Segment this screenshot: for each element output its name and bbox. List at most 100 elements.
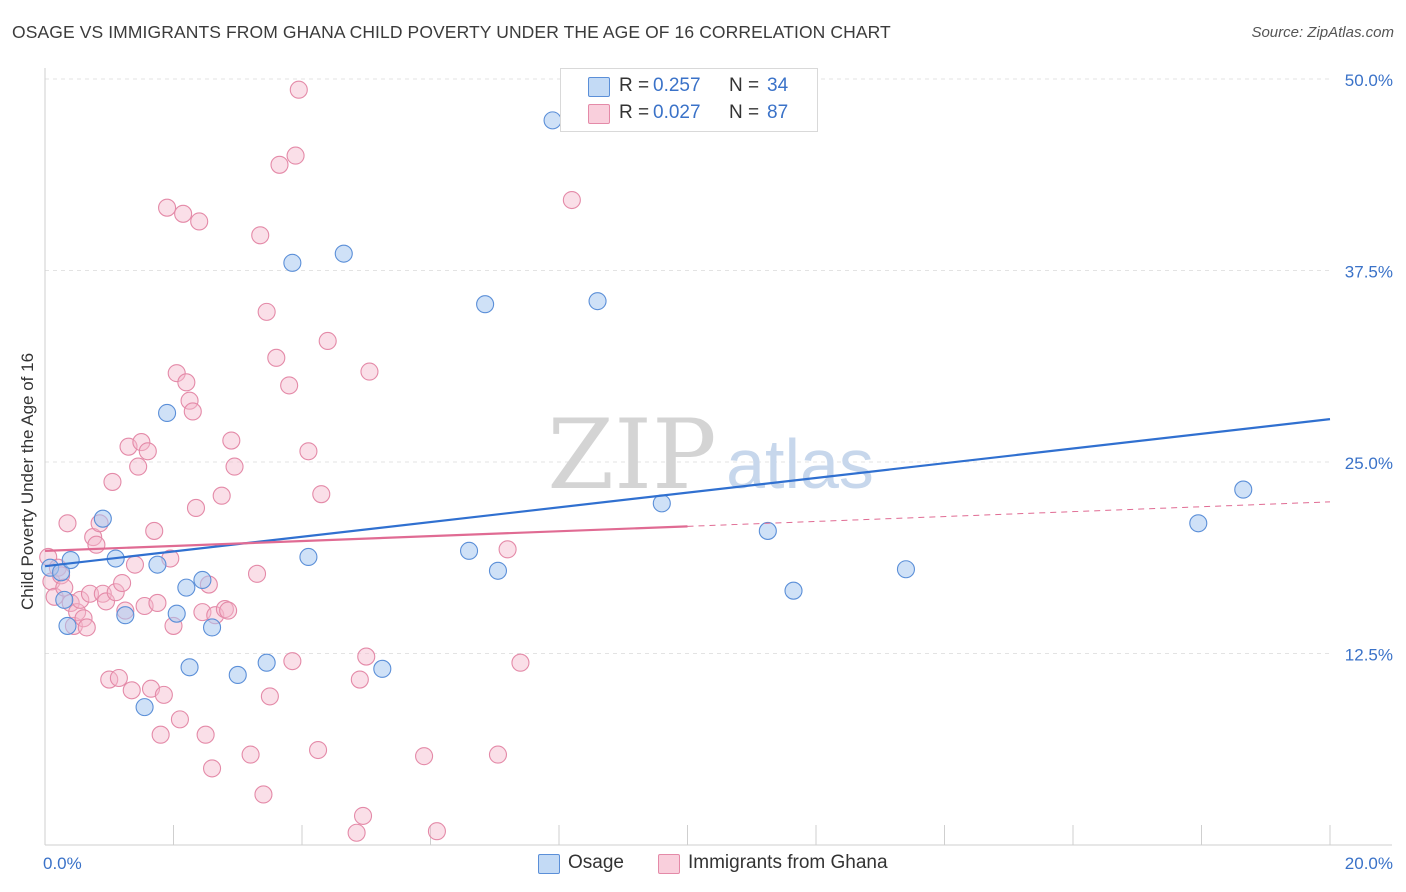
ghana-point	[511, 653, 530, 672]
ghana-point	[488, 745, 508, 764]
osage-point	[488, 561, 508, 580]
y-tick-label: 50.0%	[1345, 71, 1393, 90]
y-tick-label: 25.0%	[1345, 454, 1393, 473]
ghana-point	[148, 593, 167, 612]
osage-point	[177, 578, 196, 597]
legend-row-osage: R = 0.257 N = 34	[561, 75, 817, 99]
osage-point	[543, 111, 562, 130]
osage-point	[283, 253, 302, 272]
ghana-point	[154, 685, 173, 704]
trend-lines	[44, 418, 1331, 568]
ghana-point	[103, 472, 122, 491]
ghana-point	[109, 668, 128, 688]
ghana-point	[100, 670, 119, 689]
legend-r-label: R =	[619, 75, 650, 96]
ghana-point	[427, 822, 446, 841]
source-credit: Source: ZipAtlas.com	[1251, 24, 1394, 41]
legend-swatch-osage	[538, 854, 560, 874]
ghana-point	[212, 486, 231, 505]
ghana-point	[254, 785, 273, 804]
osage-point	[55, 590, 74, 609]
osage-point	[784, 581, 803, 600]
osage-point	[58, 616, 77, 635]
ghana-point	[283, 652, 302, 671]
legend-row-ghana: R = 0.027 N = 87	[561, 102, 817, 126]
osage-point	[193, 570, 212, 590]
osage-point	[476, 295, 495, 314]
ghana-point	[158, 198, 177, 217]
grid-lines	[45, 78, 1330, 654]
legend-r-label: R =	[619, 102, 650, 123]
ghana-trend-line	[44, 525, 688, 552]
legend-n-label: N =	[729, 102, 760, 123]
ghana-point	[347, 823, 366, 842]
legend-swatch-ghana	[588, 104, 610, 124]
ghana-point	[180, 391, 199, 410]
osage-point	[135, 698, 154, 717]
osage-point	[158, 403, 177, 423]
watermark: ZIP atlas	[547, 399, 874, 511]
ghana-point	[257, 302, 276, 321]
ghana-point	[280, 376, 299, 395]
legend-n-value: 34	[767, 75, 789, 96]
legend-n-value: 87	[767, 102, 789, 123]
ghana-point	[267, 348, 286, 367]
osage-point	[61, 550, 80, 570]
osage-point	[652, 494, 671, 513]
ghana-point	[174, 204, 193, 223]
ghana-point	[203, 759, 222, 778]
osage-point	[299, 547, 318, 567]
ghana-point	[286, 146, 305, 165]
ghana-point	[498, 540, 517, 559]
x-tick-label: 0.0%	[43, 854, 82, 873]
ghana-point	[318, 331, 337, 351]
osage-point	[203, 618, 222, 637]
ghana-point	[360, 362, 379, 381]
osage-point	[334, 244, 353, 263]
ghana-point	[225, 457, 244, 476]
osage-point	[1234, 480, 1253, 499]
osage-point	[373, 659, 392, 678]
watermark-zip: ZIP	[547, 399, 716, 511]
ghana-point	[132, 433, 151, 452]
correlation-legend: R = 0.257 N = 34 R = 0.027 N = 87	[560, 68, 818, 132]
ghana-point	[58, 514, 77, 533]
ghana-point	[357, 647, 376, 666]
ghana-point	[106, 583, 125, 602]
ghana-point	[177, 373, 196, 392]
ghana-point	[87, 535, 106, 554]
ghana-point	[113, 573, 132, 593]
osage-point	[257, 653, 276, 672]
osage-point	[93, 509, 112, 528]
y-tick-label: 12.5%	[1345, 646, 1393, 665]
osage-point	[148, 555, 167, 574]
ghana-point	[309, 740, 328, 760]
ghana-point	[251, 226, 270, 245]
ghana-point	[77, 618, 96, 637]
ghana-point	[215, 600, 234, 619]
osage-point	[758, 521, 777, 540]
y-tick-label: 37.5%	[1345, 263, 1393, 282]
ghana-point	[353, 806, 373, 825]
chart-title: OSAGE VS IMMIGRANTS FROM GHANA CHILD POV…	[12, 22, 891, 42]
legend-n-label: N =	[729, 75, 760, 96]
ghana-point	[129, 457, 148, 476]
ghana-point	[145, 521, 164, 540]
osage-point	[116, 606, 135, 625]
ghana-point	[415, 747, 434, 766]
ghana-point	[170, 710, 189, 729]
series-legend: Osage Immigrants from Ghana	[0, 852, 1406, 878]
ghana-point	[138, 442, 157, 461]
osage-point	[459, 541, 479, 560]
ghana-point	[289, 80, 308, 99]
ghana-point	[80, 584, 100, 603]
ghana-point	[125, 555, 144, 574]
y-axis-label: Child Poverty Under the Age of 16	[18, 352, 37, 610]
ghana-point	[270, 155, 289, 174]
ghana-point	[222, 431, 241, 450]
ghana-point	[167, 364, 186, 383]
ghana-point	[350, 670, 369, 689]
ghana-point	[151, 725, 170, 744]
ghana-point	[562, 190, 581, 210]
